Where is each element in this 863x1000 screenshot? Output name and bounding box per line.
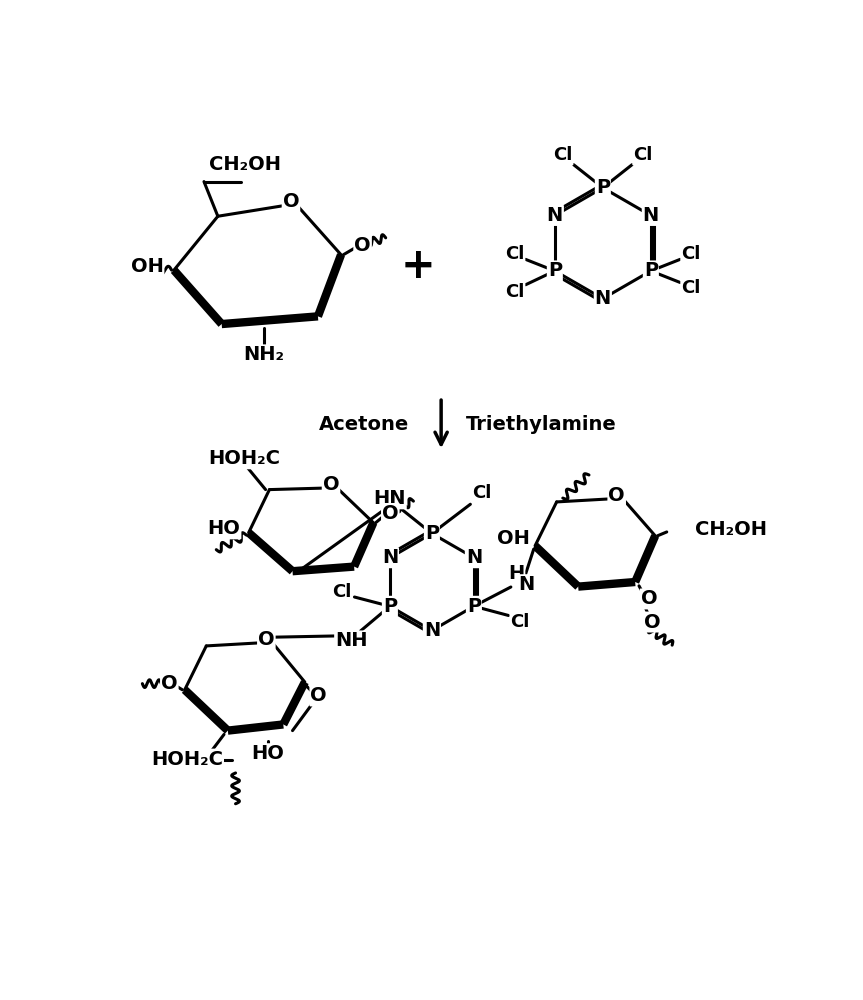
Text: OH: OH xyxy=(130,257,163,276)
Text: O: O xyxy=(640,589,658,608)
Text: P: P xyxy=(644,261,658,280)
Text: P: P xyxy=(425,524,439,543)
Text: H: H xyxy=(508,564,525,583)
Text: N: N xyxy=(424,621,440,640)
Text: P: P xyxy=(383,597,397,616)
Text: O: O xyxy=(258,630,274,649)
Text: O: O xyxy=(355,236,371,255)
Text: O: O xyxy=(311,686,327,705)
Text: P: P xyxy=(548,261,562,280)
Text: Cl: Cl xyxy=(332,583,352,601)
Text: OH: OH xyxy=(497,529,530,548)
Text: CH₂OH: CH₂OH xyxy=(209,155,280,174)
Text: O: O xyxy=(382,504,399,523)
Text: Cl: Cl xyxy=(505,245,525,263)
Text: HO: HO xyxy=(208,519,241,538)
Text: Cl: Cl xyxy=(633,146,652,164)
Text: Cl: Cl xyxy=(681,279,701,297)
Text: P: P xyxy=(595,178,610,197)
Text: O: O xyxy=(323,475,339,494)
Text: N: N xyxy=(643,206,659,225)
Text: O: O xyxy=(644,613,660,632)
Text: Cl: Cl xyxy=(472,484,492,502)
Text: N: N xyxy=(381,548,398,567)
Text: N: N xyxy=(546,206,563,225)
Text: Cl: Cl xyxy=(553,146,572,164)
Text: NH: NH xyxy=(335,631,368,650)
Text: P: P xyxy=(467,597,481,616)
Text: N: N xyxy=(595,289,611,308)
Text: N: N xyxy=(518,575,534,594)
Text: O: O xyxy=(283,192,299,211)
Text: O: O xyxy=(608,486,625,505)
Text: N: N xyxy=(466,548,482,567)
Text: HOH₂C: HOH₂C xyxy=(208,449,280,468)
Text: Triethylamine: Triethylamine xyxy=(466,415,616,434)
Text: HN: HN xyxy=(374,489,406,508)
Text: HOH₂C: HOH₂C xyxy=(151,750,223,769)
Text: Cl: Cl xyxy=(505,283,525,301)
Text: Cl: Cl xyxy=(510,613,530,631)
Text: HO: HO xyxy=(251,744,284,763)
Text: Acetone: Acetone xyxy=(319,415,409,434)
Text: CH₂OH: CH₂OH xyxy=(696,520,767,539)
Text: O: O xyxy=(161,674,178,693)
Text: Cl: Cl xyxy=(681,245,701,263)
Text: NH₂: NH₂ xyxy=(243,345,285,364)
Text: +: + xyxy=(400,245,436,287)
